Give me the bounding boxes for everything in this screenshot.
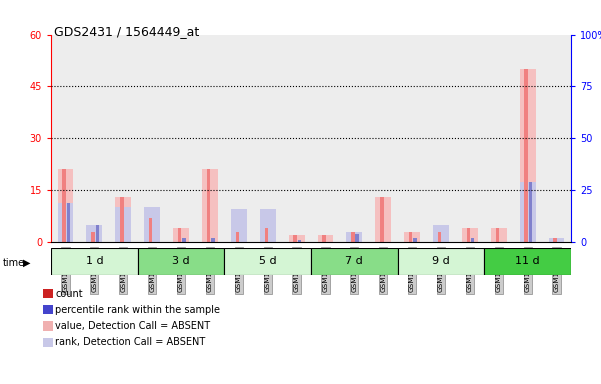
Bar: [80, 35, 109, 242]
Bar: [138, 248, 224, 275]
Text: 7 d: 7 d: [346, 256, 363, 266]
Bar: [115, 207, 131, 242]
Bar: [178, 228, 182, 242]
Bar: [87, 232, 102, 242]
Bar: [380, 197, 383, 242]
Bar: [369, 35, 398, 242]
Text: 11 d: 11 d: [515, 256, 540, 266]
Bar: [525, 69, 528, 242]
Bar: [109, 35, 138, 242]
Bar: [120, 197, 124, 242]
Bar: [340, 35, 369, 242]
Bar: [231, 209, 247, 242]
Bar: [529, 182, 532, 242]
Bar: [51, 35, 80, 242]
Bar: [520, 182, 535, 242]
Bar: [462, 228, 478, 242]
Bar: [520, 69, 535, 242]
Bar: [404, 232, 420, 242]
Bar: [471, 238, 474, 242]
Text: 5 d: 5 d: [259, 256, 276, 266]
Bar: [311, 35, 340, 242]
Bar: [236, 232, 239, 242]
Bar: [96, 225, 99, 242]
Bar: [58, 202, 73, 242]
Bar: [433, 232, 449, 242]
Bar: [467, 228, 470, 242]
Bar: [513, 35, 542, 242]
Bar: [149, 218, 153, 242]
Bar: [351, 232, 355, 242]
Bar: [398, 35, 427, 242]
Bar: [346, 232, 362, 242]
Bar: [224, 248, 311, 275]
Bar: [456, 35, 484, 242]
Bar: [144, 207, 160, 242]
Bar: [409, 232, 412, 242]
Text: time: time: [3, 258, 25, 268]
Text: GDS2431 / 1564449_at: GDS2431 / 1564449_at: [54, 25, 200, 38]
Text: ▶: ▶: [23, 258, 30, 268]
Bar: [211, 238, 215, 242]
Bar: [67, 202, 70, 242]
Text: 1 d: 1 d: [85, 256, 103, 266]
Bar: [144, 218, 160, 242]
Bar: [413, 238, 416, 242]
Bar: [115, 197, 131, 242]
Bar: [554, 238, 557, 242]
Bar: [91, 232, 95, 242]
Bar: [491, 228, 507, 242]
Bar: [207, 169, 210, 242]
Bar: [317, 235, 334, 242]
Bar: [293, 235, 297, 242]
Text: count: count: [55, 289, 83, 299]
Bar: [195, 35, 224, 242]
Bar: [260, 228, 276, 242]
Bar: [87, 225, 102, 242]
Bar: [438, 232, 441, 242]
Bar: [182, 238, 186, 242]
Bar: [288, 235, 305, 242]
Text: 3 d: 3 d: [172, 256, 190, 266]
Bar: [63, 169, 66, 242]
Bar: [260, 209, 276, 242]
Bar: [173, 228, 189, 242]
Bar: [496, 228, 499, 242]
Bar: [311, 248, 398, 275]
Bar: [58, 169, 73, 242]
Text: 9 d: 9 d: [432, 256, 450, 266]
Text: value, Detection Call = ABSENT: value, Detection Call = ABSENT: [55, 321, 210, 331]
Bar: [166, 35, 195, 242]
Bar: [264, 228, 268, 242]
Bar: [138, 35, 166, 242]
Bar: [346, 232, 362, 242]
Bar: [231, 232, 247, 242]
Bar: [549, 238, 564, 242]
Bar: [51, 248, 138, 275]
Bar: [433, 225, 449, 242]
Bar: [484, 35, 513, 242]
Bar: [375, 197, 391, 242]
Bar: [282, 35, 311, 242]
Bar: [549, 238, 564, 242]
Bar: [322, 235, 326, 242]
Bar: [356, 233, 359, 242]
Bar: [542, 35, 571, 242]
Bar: [253, 35, 282, 242]
Bar: [297, 240, 301, 242]
Bar: [427, 35, 456, 242]
Bar: [202, 169, 218, 242]
Bar: [224, 35, 253, 242]
Text: percentile rank within the sample: percentile rank within the sample: [55, 305, 221, 315]
Text: rank, Detection Call = ABSENT: rank, Detection Call = ABSENT: [55, 337, 206, 347]
Bar: [398, 248, 484, 275]
Bar: [484, 248, 571, 275]
